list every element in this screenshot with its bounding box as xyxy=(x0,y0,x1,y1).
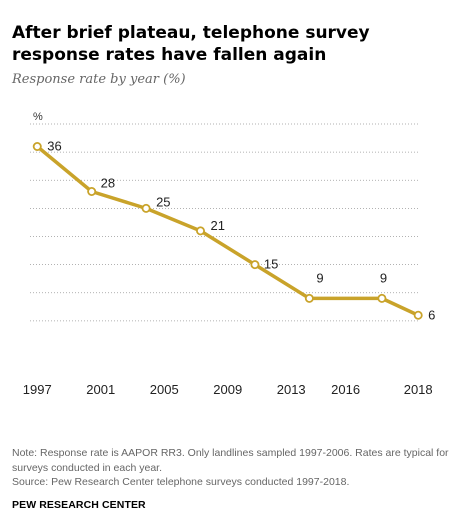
data-label: 15 xyxy=(264,257,278,272)
data-point xyxy=(250,260,260,270)
organization-label: PEW RESEARCH CENTER xyxy=(12,499,146,511)
source-text: Source: Pew Research Center telephone su… xyxy=(12,476,350,488)
data-label: 28 xyxy=(101,176,115,191)
value-labels: 36 28 25 21 15 9 9 6 xyxy=(47,139,435,323)
chart-subtitle: Response rate by year (%) xyxy=(12,72,186,87)
x-tick-label: 2001 xyxy=(86,382,115,397)
data-point xyxy=(32,142,42,152)
x-tick-label: 2016 xyxy=(331,382,360,397)
data-point xyxy=(304,293,314,303)
x-tick-label: 2013 xyxy=(277,382,306,397)
chart-notes: Note: Response rate is AAPOR RR3. Only l… xyxy=(12,446,462,490)
x-tick-label: 2009 xyxy=(213,382,242,397)
data-point xyxy=(196,226,206,236)
series-line xyxy=(36,145,419,317)
data-point xyxy=(141,203,151,213)
chart-title: After brief plateau, telephone survey re… xyxy=(12,23,370,65)
data-point xyxy=(87,187,97,197)
data-label: 36 xyxy=(47,139,61,154)
data-label: 9 xyxy=(316,270,323,285)
series-line-layer xyxy=(36,145,419,317)
data-point xyxy=(377,293,387,303)
data-label: 9 xyxy=(380,270,387,285)
x-tick-label: 2018 xyxy=(404,382,433,397)
data-label: 25 xyxy=(156,194,170,209)
y-axis-unit-label: % xyxy=(33,111,43,123)
x-tick-label: 2005 xyxy=(150,382,179,397)
x-axis-tick-labels: 1997 2001 2005 2009 2013 2016 2018 xyxy=(23,382,433,397)
gridlines xyxy=(30,123,420,322)
data-label: 21 xyxy=(211,218,225,233)
x-tick-label: 1997 xyxy=(23,382,52,397)
line-chart: % 36 28 25 21 15 9 9 6 1997 2001 2005 2009 2013 2016… xyxy=(23,111,436,397)
data-label: 6 xyxy=(428,307,435,322)
data-point xyxy=(413,310,423,320)
data-points xyxy=(32,142,423,320)
note-text: Note: Response rate is AAPOR RR3. Only l… xyxy=(12,447,449,474)
